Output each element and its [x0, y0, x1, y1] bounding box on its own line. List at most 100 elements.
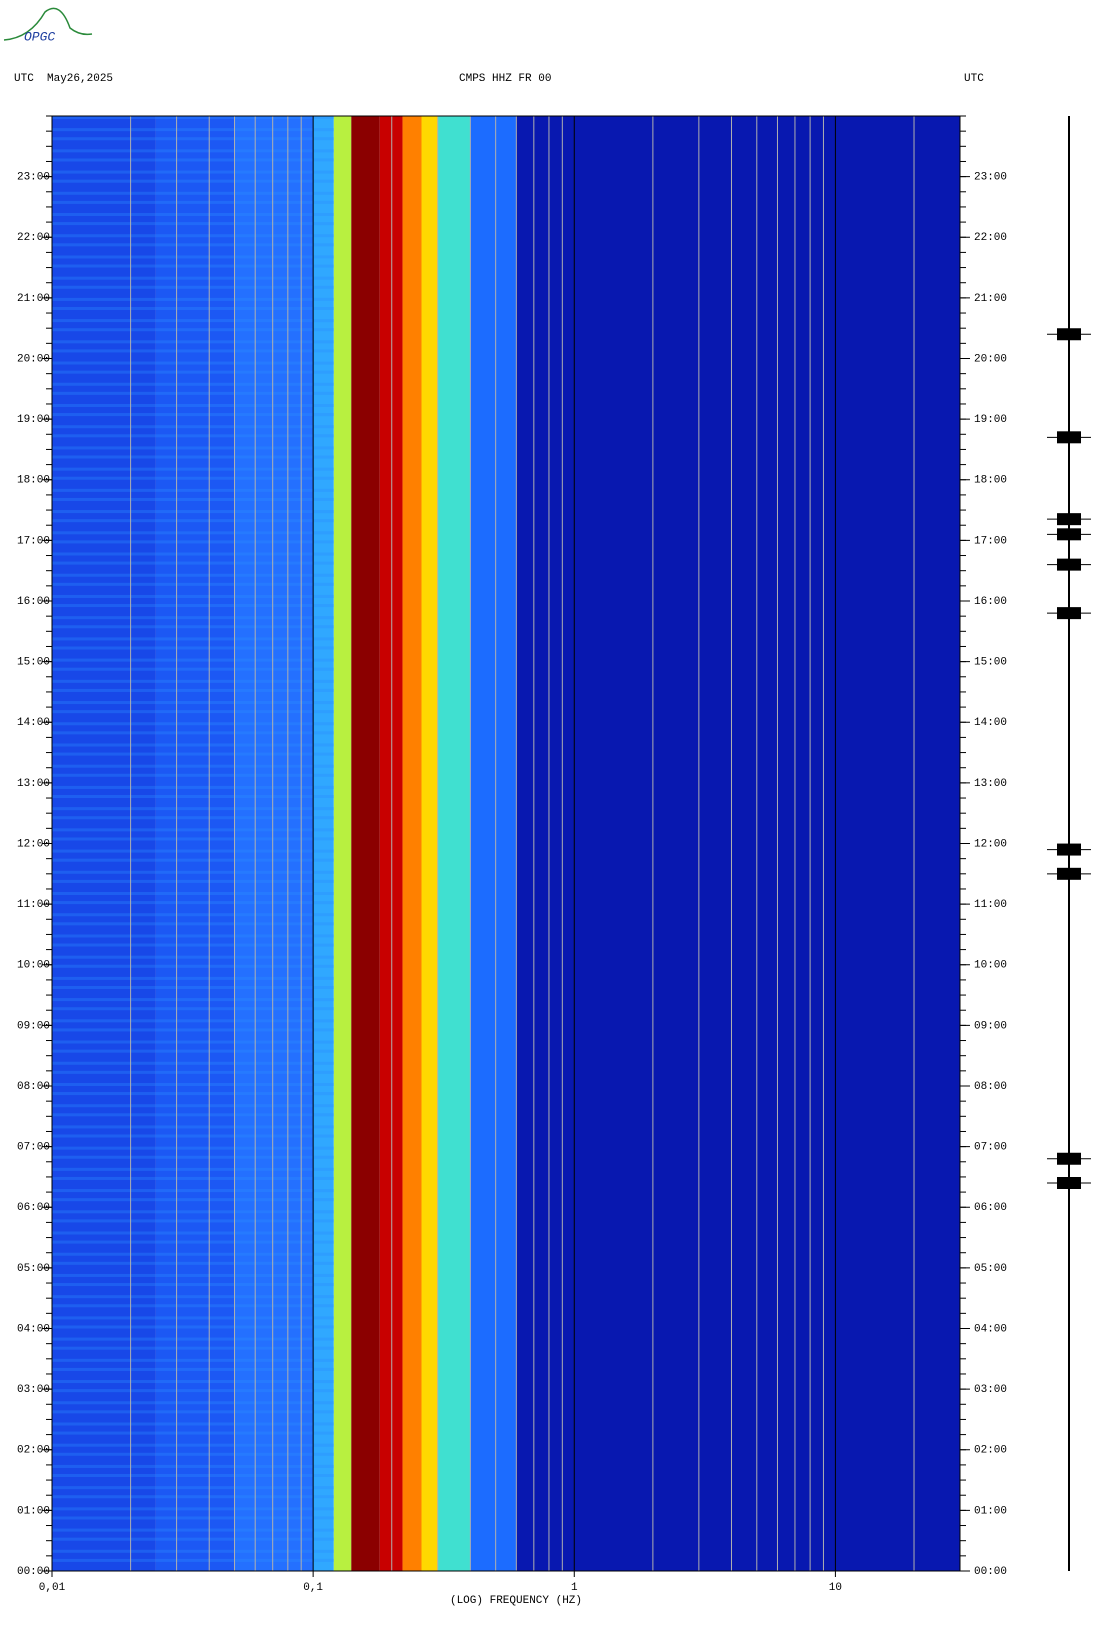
texture — [52, 710, 334, 714]
texture — [52, 1176, 334, 1180]
texture — [52, 646, 334, 650]
texture — [52, 340, 334, 344]
y-tick-label: 18:00 — [974, 475, 1007, 487]
y-tick-label: 05:00 — [974, 1263, 1007, 1275]
texture — [52, 773, 334, 777]
texture — [52, 1495, 334, 1499]
y-tick-label: 17:00 — [17, 535, 50, 547]
texture — [52, 328, 334, 332]
texture — [52, 934, 334, 938]
texture — [52, 964, 334, 968]
x-tick-label: 1 — [571, 1582, 578, 1594]
texture — [52, 116, 334, 120]
y-tick-label: 01:00 — [17, 1505, 50, 1517]
texture — [52, 1358, 334, 1362]
texture — [52, 1316, 334, 1320]
texture — [52, 519, 334, 523]
texture — [52, 625, 334, 629]
texture — [52, 922, 334, 926]
texture — [52, 752, 334, 756]
y-tick-label: 10:00 — [974, 960, 1007, 972]
texture — [52, 488, 334, 492]
texture — [52, 370, 334, 374]
texture — [52, 1367, 334, 1371]
texture — [52, 1028, 334, 1032]
y-tick-label: 11:00 — [974, 899, 1007, 911]
texture — [52, 901, 334, 905]
spectrum-band — [234, 116, 314, 1571]
texture — [52, 1061, 334, 1065]
y-tick-label: 04:00 — [974, 1323, 1007, 1335]
y-tick-label: 16:00 — [974, 596, 1007, 608]
y-tick-label: 08:00 — [17, 1081, 50, 1093]
spectrum-band — [52, 116, 156, 1571]
texture — [52, 816, 334, 820]
spectrum-band — [437, 116, 471, 1571]
texture — [52, 1167, 334, 1171]
y-tick-label: 09:00 — [17, 1020, 50, 1032]
texture — [52, 807, 334, 811]
texture — [52, 582, 334, 586]
texture — [52, 403, 334, 407]
logo: OPGC — [24, 29, 55, 44]
texture — [52, 998, 334, 1002]
texture — [52, 743, 334, 747]
logo-curve — [3, 7, 93, 41]
y-tick-label: 03:00 — [17, 1384, 50, 1396]
texture — [52, 616, 334, 620]
texture — [52, 828, 334, 832]
texture — [52, 1134, 334, 1138]
texture — [52, 870, 334, 874]
texture — [52, 1304, 334, 1308]
texture — [52, 1486, 334, 1490]
y-tick-label: 23:00 — [974, 172, 1007, 184]
y-tick-label: 19:00 — [974, 414, 1007, 426]
spectrum-band — [155, 116, 235, 1571]
texture — [52, 1410, 334, 1414]
texture — [52, 637, 334, 641]
texture — [52, 234, 334, 238]
y-tick-label: 00:00 — [974, 1566, 1007, 1578]
spectrum-band — [351, 116, 380, 1571]
texture — [52, 1092, 334, 1096]
texture — [52, 1049, 334, 1053]
texture — [52, 785, 334, 789]
texture — [52, 276, 334, 280]
texture — [52, 213, 334, 217]
texture — [52, 943, 334, 947]
texture — [52, 391, 334, 395]
y-tick-label: 07:00 — [17, 1142, 50, 1154]
texture — [52, 679, 334, 683]
texture — [52, 701, 334, 705]
y-tick-label: 20:00 — [17, 353, 50, 365]
texture — [52, 540, 334, 544]
texture — [52, 425, 334, 429]
texture — [52, 1146, 334, 1150]
texture — [52, 170, 334, 174]
texture — [52, 476, 334, 480]
y-tick-label: 18:00 — [17, 475, 50, 487]
texture — [52, 1346, 334, 1350]
texture — [52, 191, 334, 195]
texture — [52, 764, 334, 768]
texture — [52, 1019, 334, 1023]
x-tick-label: 0,1 — [303, 1582, 323, 1594]
texture — [52, 1082, 334, 1086]
y-tick-label: 13:00 — [974, 778, 1007, 790]
texture — [52, 795, 334, 799]
texture — [52, 1380, 334, 1384]
texture — [52, 306, 334, 310]
y-tick-label: 21:00 — [974, 293, 1007, 305]
texture — [52, 1252, 334, 1256]
texture — [52, 255, 334, 259]
left-label: UTC May26,2025 — [14, 73, 113, 85]
texture — [52, 222, 334, 226]
texture — [52, 128, 334, 132]
texture — [52, 1558, 334, 1562]
spectrum-band — [421, 116, 438, 1571]
y-tick-label: 14:00 — [974, 717, 1007, 729]
y-tick-label: 07:00 — [974, 1142, 1007, 1154]
y-tick-label: 02:00 — [17, 1445, 50, 1457]
y-tick-label: 05:00 — [17, 1263, 50, 1275]
y-tick-label: 15:00 — [17, 657, 50, 669]
